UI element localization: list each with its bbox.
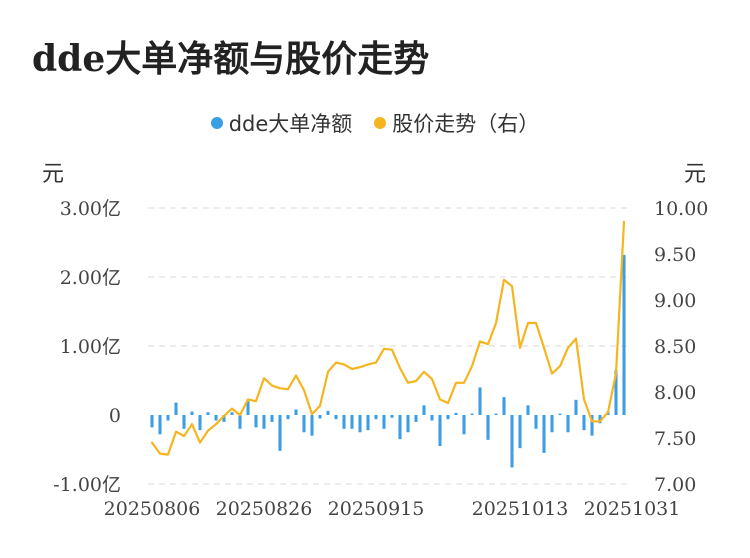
dde-bar xyxy=(190,411,194,415)
chart-title: dde大单净额与股价走势 xyxy=(32,38,430,80)
dde-bar xyxy=(526,405,530,415)
legend-line-label: 股价走势（右） xyxy=(392,112,540,136)
x-axis-tick-label: 20251013 xyxy=(472,498,569,520)
legend-item-bars[interactable]: dde大单净额 xyxy=(210,108,353,138)
right-axis-tick-label: 8.00 xyxy=(654,382,696,404)
dde-bar xyxy=(214,415,218,421)
dde-bar xyxy=(470,413,474,415)
dde-bar xyxy=(238,415,242,429)
dde-bar xyxy=(334,415,338,420)
dde-bar xyxy=(558,413,562,415)
legend: dde大单净额 股价走势（右） xyxy=(0,108,750,138)
dde-bar xyxy=(342,415,346,429)
dde-bar xyxy=(166,415,170,421)
dde-bar xyxy=(270,415,274,422)
dde-bar xyxy=(222,415,226,422)
dde-bar xyxy=(318,415,322,419)
dde-bar xyxy=(422,405,426,415)
dde-bar xyxy=(366,415,370,431)
legend-bars-label: dde大单净额 xyxy=(228,112,353,136)
dde-bar xyxy=(462,415,466,435)
dde-bar xyxy=(150,415,154,428)
dde-bar xyxy=(390,415,394,418)
right-axis-tick-label: 10.00 xyxy=(654,198,708,220)
left-axis-tick-label: 2.00亿 xyxy=(60,267,121,289)
price-line xyxy=(150,220,626,456)
dde-bar xyxy=(534,415,538,429)
dde-bar xyxy=(414,415,418,422)
x-axis-tick-label: 20250826 xyxy=(216,498,313,520)
dde-bar xyxy=(398,415,402,440)
left-axis-tick-label: 1.00亿 xyxy=(60,336,121,358)
dde-bar xyxy=(510,415,514,468)
right-axis-tick-label: 9.50 xyxy=(654,244,696,266)
dde-bar xyxy=(590,415,594,436)
left-axis-unit: 元 xyxy=(42,162,65,187)
right-axis-unit: 元 xyxy=(684,162,707,187)
dde-bar xyxy=(566,415,570,433)
x-axis-tick-label: 20250806 xyxy=(104,498,201,520)
left-axis-tick-label: 0 xyxy=(109,405,121,427)
dde-bar xyxy=(518,415,522,449)
dde-bar xyxy=(286,415,290,420)
dde-bar xyxy=(582,415,586,431)
dde-bar xyxy=(206,412,210,415)
dde-bar xyxy=(246,401,250,415)
dde-bar xyxy=(350,415,354,429)
dde-bar xyxy=(374,415,378,420)
dde-bar xyxy=(598,415,602,424)
dde-bar xyxy=(446,415,450,420)
right-axis-tick-label: 8.50 xyxy=(654,336,696,358)
dde-bar xyxy=(310,415,314,436)
right-axis-tick-label: 9.00 xyxy=(654,290,696,312)
x-axis-tick-label: 20250915 xyxy=(328,498,425,520)
dde-bar xyxy=(382,415,386,429)
right-axis-tick-label: 7.00 xyxy=(654,474,696,496)
dde-bar xyxy=(550,415,554,433)
dde-bar xyxy=(486,415,490,440)
dde-bar xyxy=(614,370,618,415)
dde-bar xyxy=(438,415,442,447)
dde-bar xyxy=(302,415,306,433)
dde-bar xyxy=(174,402,178,415)
legend-item-line[interactable]: 股价走势（右） xyxy=(374,108,539,138)
dde-bar xyxy=(254,415,258,428)
dde-bar xyxy=(430,415,434,421)
left-axis-tick-label: 3.00亿 xyxy=(60,198,121,220)
dde-bar xyxy=(326,410,330,415)
dde-bar xyxy=(262,415,266,429)
left-axis-tick-label: -1.00亿 xyxy=(53,474,121,496)
dde-bar xyxy=(294,409,298,415)
dde-bar xyxy=(182,415,186,429)
dde-bar xyxy=(230,412,234,415)
dde-bar xyxy=(542,415,546,453)
dde-bar xyxy=(478,387,482,415)
dde-bar xyxy=(454,412,458,415)
right-axis-tick-label: 7.50 xyxy=(654,428,696,450)
dde-bar xyxy=(494,413,498,415)
dde-bar xyxy=(574,399,578,415)
dde-bar xyxy=(278,415,282,451)
x-axis-tick-label: 20251031 xyxy=(584,498,681,520)
dde-bar xyxy=(198,415,202,431)
dde-bar xyxy=(158,415,162,435)
dde-bar xyxy=(358,415,362,433)
legend-line-marker-icon xyxy=(374,117,387,129)
dde-bar xyxy=(502,397,506,415)
legend-bars-marker-icon xyxy=(210,117,223,129)
dde-bar xyxy=(406,415,410,433)
dde-bar xyxy=(622,254,626,415)
